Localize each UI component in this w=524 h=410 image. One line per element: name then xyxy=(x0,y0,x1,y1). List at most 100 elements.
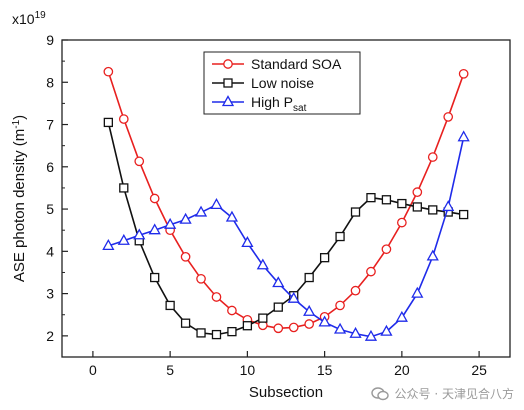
data-point xyxy=(211,329,222,340)
y-tick-label: 2 xyxy=(46,328,54,344)
data-point xyxy=(350,207,361,217)
data-point xyxy=(364,329,378,341)
data-point xyxy=(350,285,361,296)
x-tick-label: 10 xyxy=(240,362,256,378)
y-axis-title-close: ) xyxy=(11,115,28,120)
data-point xyxy=(380,324,393,336)
x-tick-label: 25 xyxy=(471,362,487,378)
data-point xyxy=(287,291,300,303)
y-tick-label: 8 xyxy=(46,74,54,90)
data-point xyxy=(397,217,407,228)
data-point xyxy=(272,276,285,288)
data-point xyxy=(273,323,284,334)
data-point xyxy=(459,209,469,220)
y-axis-title: ASE photon density (m-1) xyxy=(11,115,28,282)
data-point xyxy=(103,66,114,77)
data-point xyxy=(335,231,345,242)
watermark-text: 公众号 · 天津见合八方 xyxy=(394,387,514,401)
y-tick-label: 3 xyxy=(46,286,54,302)
legend-marker xyxy=(221,95,235,107)
x-tick-label: 15 xyxy=(317,362,333,378)
series-line xyxy=(108,137,465,338)
data-point xyxy=(381,244,392,255)
data-point xyxy=(242,321,253,331)
wechat-icon xyxy=(370,386,389,401)
data-point xyxy=(395,310,408,322)
data-point xyxy=(118,114,129,124)
legend-marker xyxy=(223,78,233,88)
y-tick-label: 9 xyxy=(46,32,54,48)
plot-frame xyxy=(61,39,511,358)
data-point xyxy=(196,273,206,284)
data-point xyxy=(210,198,223,209)
watermark: 公众号 · 天津见合八方 xyxy=(370,385,514,402)
legend-label: Standard SOA xyxy=(251,56,342,72)
series-high-p xyxy=(102,130,470,341)
data-point xyxy=(258,313,268,323)
data-point xyxy=(349,326,362,338)
data-point xyxy=(427,152,438,162)
data-point xyxy=(133,228,146,240)
data-point xyxy=(304,319,315,329)
legend-item: High Psat xyxy=(212,94,307,114)
data-point xyxy=(319,253,330,263)
data-point xyxy=(196,328,206,338)
series-standard-soa xyxy=(103,66,469,334)
y-tick-label: 6 xyxy=(46,159,54,175)
y-tick-label: 7 xyxy=(46,117,54,133)
data-point xyxy=(241,236,254,248)
data-point xyxy=(366,266,376,277)
data-point xyxy=(335,300,345,311)
data-point xyxy=(381,195,392,205)
data-point xyxy=(117,233,130,245)
x-tick-label: 0 xyxy=(89,362,97,378)
data-point xyxy=(227,305,237,316)
data-point xyxy=(442,200,455,212)
legend-item: Low noise xyxy=(212,75,314,91)
data-point xyxy=(225,210,239,222)
x-tick-label: 20 xyxy=(394,362,410,378)
legend: Standard SOA Low noise High Psat xyxy=(203,51,361,115)
x-axis-title: Subsection xyxy=(249,384,323,401)
data-point xyxy=(165,300,175,311)
legend-label: Low noise xyxy=(251,75,314,91)
data-point xyxy=(180,251,191,262)
legend-marker xyxy=(223,59,233,69)
data-point xyxy=(304,272,314,283)
data-point xyxy=(211,292,222,302)
data-point xyxy=(288,322,299,333)
data-point xyxy=(164,217,177,229)
legend-label-subscript: sat xyxy=(293,103,307,114)
data-point xyxy=(366,193,376,203)
data-point xyxy=(102,239,115,250)
data-point xyxy=(458,68,469,79)
data-point xyxy=(194,205,208,217)
y-scale-label: x1019 xyxy=(12,10,46,27)
y-tick-label: 4 xyxy=(46,243,54,259)
data-point xyxy=(150,272,160,283)
data-point xyxy=(397,198,407,209)
data-point xyxy=(256,258,269,270)
data-point xyxy=(119,183,129,193)
data-point xyxy=(303,304,316,316)
data-point xyxy=(428,205,438,215)
data-point xyxy=(180,318,191,328)
data-point xyxy=(426,249,439,261)
legend-item: Standard SOA xyxy=(212,56,342,72)
data-point xyxy=(333,322,347,334)
data-point xyxy=(149,193,160,204)
data-point xyxy=(148,223,161,235)
y-axis-title-exponent: -1 xyxy=(11,119,22,128)
y-scale-exponent: 19 xyxy=(35,10,47,21)
data-point xyxy=(318,315,331,327)
data-point xyxy=(227,326,237,337)
data-point xyxy=(134,156,145,167)
y-tick-label: 5 xyxy=(46,201,54,217)
data-point xyxy=(443,112,454,122)
data-point xyxy=(103,117,113,128)
data-point xyxy=(412,202,422,212)
data-point xyxy=(273,302,283,312)
data-point xyxy=(412,187,423,198)
data-point xyxy=(411,286,424,298)
